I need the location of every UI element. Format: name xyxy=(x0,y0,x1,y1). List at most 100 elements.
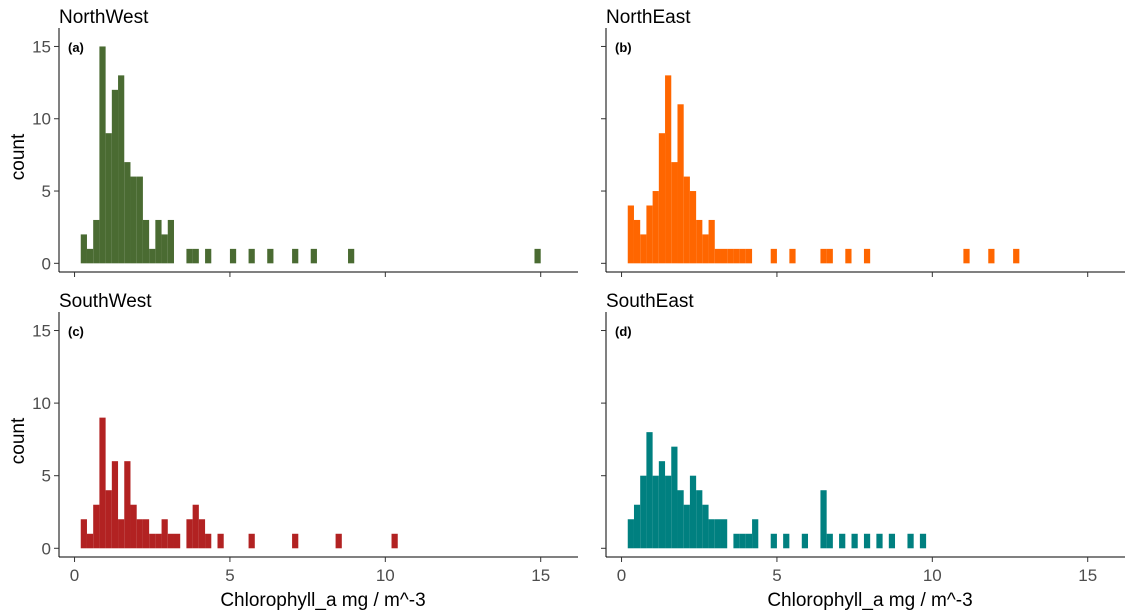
y-tick-label: 5 xyxy=(42,182,51,201)
histogram-bar xyxy=(80,234,87,264)
histogram-bar xyxy=(93,219,100,264)
y-tick-label: 5 xyxy=(42,467,51,486)
histogram-bar xyxy=(733,248,740,264)
histogram-bar xyxy=(826,533,833,549)
histogram-bar xyxy=(745,533,753,549)
histogram-bar xyxy=(696,219,703,264)
histogram-bar xyxy=(124,162,131,264)
panel-tag: (a) xyxy=(68,40,84,55)
histogram-bar xyxy=(640,234,647,264)
histogram-bar xyxy=(149,248,156,264)
panel-southeast: SouthEast (d) 0 5 10 15 xyxy=(601,291,1125,585)
histogram-bar xyxy=(714,248,721,264)
x-tick-label: 5 xyxy=(225,566,234,585)
histogram-bar xyxy=(919,533,927,549)
histogram-bar xyxy=(248,248,255,264)
histogram-bar xyxy=(155,219,162,264)
y-tick-label: 15 xyxy=(32,322,51,341)
histogram-bar xyxy=(167,219,174,264)
histogram-bar xyxy=(851,533,858,549)
x-tick-label: 10 xyxy=(923,566,942,585)
x-tick-label: 15 xyxy=(1078,566,1097,585)
histogram-bar xyxy=(192,248,199,264)
histogram-bar xyxy=(229,248,237,264)
histogram-bar xyxy=(118,519,125,549)
histogram-bar xyxy=(86,248,94,264)
histogram-bar xyxy=(1013,248,1020,264)
histogram-bar xyxy=(186,248,193,264)
histogram-bar xyxy=(696,490,703,549)
histogram-bar xyxy=(155,533,162,549)
histogram-bar xyxy=(658,133,666,264)
histogram-bar xyxy=(173,533,181,549)
histogram-bar xyxy=(988,248,995,264)
histogram-bar xyxy=(708,219,715,264)
histogram-bar xyxy=(863,533,871,549)
histogram-bar xyxy=(671,446,678,549)
histogram-bar xyxy=(783,533,790,549)
histogram-bar xyxy=(348,248,355,264)
histogram-bar xyxy=(186,519,193,549)
histogram-bar xyxy=(789,248,796,264)
histogram-bar xyxy=(205,533,212,549)
histogram-bar xyxy=(292,533,299,549)
histogram-bar xyxy=(733,533,740,549)
histogram-bar xyxy=(739,248,746,264)
histogram-bar xyxy=(130,504,137,549)
histogram-bar xyxy=(801,533,809,549)
y-axis-title-bottom: count xyxy=(8,417,29,464)
panel-tag: (c) xyxy=(68,324,84,339)
x-tick-label: 10 xyxy=(376,566,395,585)
histogram-bar xyxy=(714,519,721,549)
y-tick-label: 0 xyxy=(42,539,51,558)
histogram-bar xyxy=(633,219,641,264)
histogram-bar xyxy=(739,533,746,549)
histogram-bar xyxy=(248,533,255,549)
histogram-bar xyxy=(111,461,119,549)
histogram-bar xyxy=(124,461,131,549)
histogram-bar xyxy=(652,191,659,264)
histogram-bar xyxy=(627,205,634,264)
histogram-bar xyxy=(863,248,871,264)
histogram-bar xyxy=(708,519,715,549)
histogram-bar xyxy=(665,75,672,264)
panel-title: SouthEast xyxy=(606,291,694,312)
histogram-bar xyxy=(167,533,174,549)
histogram-bar xyxy=(752,519,759,549)
panels-layer: NorthWest (a) 0 5 10 15 NorthEast (b) SouthWest (… xyxy=(32,7,1125,585)
histogram-bar xyxy=(677,104,684,264)
panel-southwest: SouthWest (c) 0 5 10 15 0 5 10 15 xyxy=(32,291,578,585)
histogram-bar xyxy=(745,248,753,264)
x-axis-title-right: Chlorophyll_a mg / m^-3 xyxy=(767,590,972,611)
histogram-bar xyxy=(99,417,106,549)
histogram-bar xyxy=(627,519,634,549)
histogram-bar xyxy=(205,248,212,264)
histogram-bar xyxy=(671,162,678,264)
histogram-bar xyxy=(677,490,684,549)
histogram-bar xyxy=(198,519,206,549)
histogram-bar xyxy=(105,490,112,549)
y-tick-label: 0 xyxy=(42,254,51,273)
panel-title: SouthWest xyxy=(59,291,152,312)
histogram-bar xyxy=(391,533,398,549)
histogram-bar xyxy=(770,248,777,264)
x-tick-label: 15 xyxy=(531,566,550,585)
histogram-bar xyxy=(839,533,846,549)
histogram-bar xyxy=(658,461,666,549)
histogram-bar xyxy=(633,504,641,549)
histogram-bar xyxy=(130,176,137,264)
histogram-bar xyxy=(720,519,728,549)
histogram-bar xyxy=(105,133,112,264)
y-tick-label: 10 xyxy=(32,394,51,413)
histogram-bar xyxy=(770,533,777,549)
histogram-bar xyxy=(161,234,168,264)
histogram-bar xyxy=(665,475,672,549)
histogram-bar xyxy=(646,432,653,549)
histogram-bar xyxy=(640,475,647,549)
histogram-bar xyxy=(335,533,342,549)
panel-tag: (b) xyxy=(615,40,632,55)
histogram-bar xyxy=(727,248,734,264)
histogram-bar xyxy=(292,248,299,264)
histogram-bar xyxy=(845,248,852,264)
